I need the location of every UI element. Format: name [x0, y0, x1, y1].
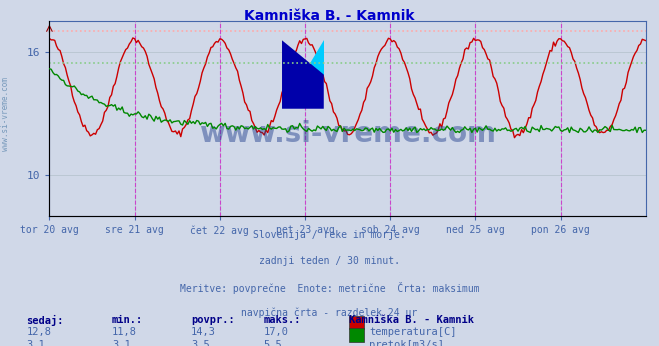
Text: min.:: min.: [112, 315, 143, 325]
Text: www.si-vreme.com: www.si-vreme.com [1, 77, 10, 151]
Text: 11,8: 11,8 [112, 327, 137, 337]
Text: temperatura[C]: temperatura[C] [369, 327, 457, 337]
Text: maks.:: maks.: [264, 315, 301, 325]
Text: sedaj:: sedaj: [26, 315, 64, 326]
Text: 3,1: 3,1 [112, 340, 130, 346]
Text: Kamniška B. - Kamnik: Kamniška B. - Kamnik [349, 315, 474, 325]
Text: pretok[m3/s]: pretok[m3/s] [369, 340, 444, 346]
Text: 3,5: 3,5 [191, 340, 210, 346]
Text: povpr.:: povpr.: [191, 315, 235, 325]
Text: www.si-vreme.com: www.si-vreme.com [199, 120, 496, 148]
Text: Kamniška B. - Kamnik: Kamniška B. - Kamnik [244, 9, 415, 22]
Text: 14,3: 14,3 [191, 327, 216, 337]
Text: 3,1: 3,1 [26, 340, 45, 346]
Text: Slovenija / reke in morje.: Slovenija / reke in morje. [253, 230, 406, 240]
Text: navpična črta - razdelek 24 ur: navpična črta - razdelek 24 ur [241, 308, 418, 318]
Text: 17,0: 17,0 [264, 327, 289, 337]
Text: 12,8: 12,8 [26, 327, 51, 337]
Text: zadnji teden / 30 minut.: zadnji teden / 30 minut. [259, 256, 400, 266]
Text: 5,5: 5,5 [264, 340, 282, 346]
Text: Meritve: povprečne  Enote: metrične  Črta: maksimum: Meritve: povprečne Enote: metrične Črta:… [180, 282, 479, 294]
